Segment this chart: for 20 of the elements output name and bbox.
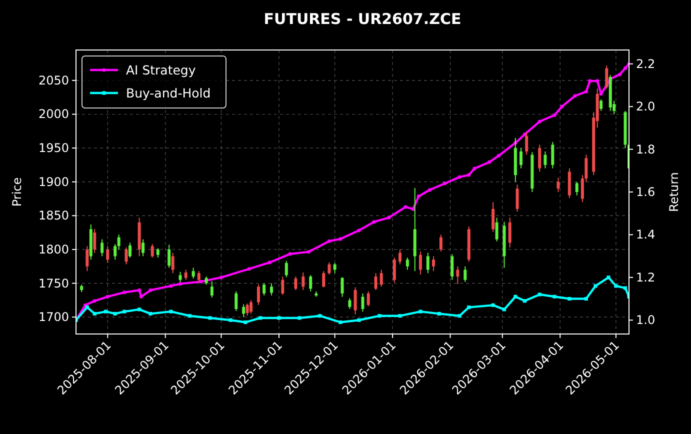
y-tick-label: 1950 xyxy=(38,141,69,156)
y2-axis-title: Return xyxy=(667,172,681,212)
y2-tick-label: 1.0 xyxy=(636,313,656,328)
y2-tick-label: 2.2 xyxy=(636,56,656,71)
legend-label: AI Strategy xyxy=(126,62,196,78)
chart-title: FUTURES - UR2607.ZCE xyxy=(264,10,462,28)
y2-tick-label: 1.6 xyxy=(636,185,656,199)
y-tick-label: 1700 xyxy=(38,310,69,324)
y-tick-label: 1800 xyxy=(38,242,69,256)
y-tick-label: 2050 xyxy=(38,73,69,88)
y2-tick-label: 1.4 xyxy=(636,228,656,242)
y-tick-label: 1900 xyxy=(38,174,69,189)
legend-label: Buy-and-Hold xyxy=(126,86,211,100)
y-tick-label: 1750 xyxy=(38,276,69,290)
y2-tick-label: 1.2 xyxy=(636,270,656,284)
y-axis-title: Price xyxy=(10,177,24,207)
y2-tick-label: 1.8 xyxy=(636,142,656,156)
y-tick-label: 1850 xyxy=(38,208,69,223)
y-tick-label: 2000 xyxy=(38,107,69,122)
y2-tick-label: 2.0 xyxy=(636,100,656,114)
